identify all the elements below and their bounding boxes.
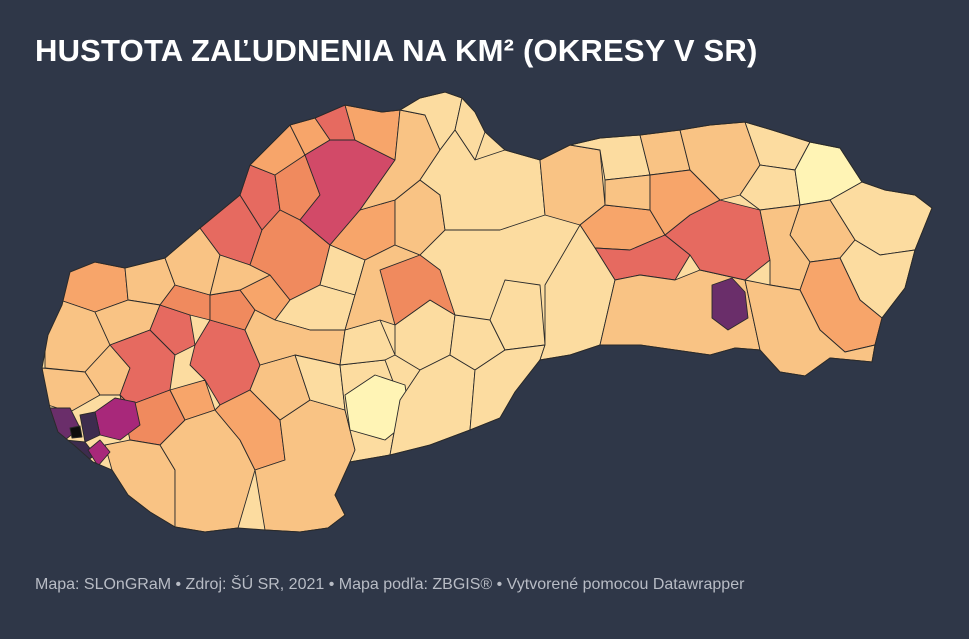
district-bratislava-i[interactable]: [69, 425, 83, 439]
district-komarno[interactable]: [159, 409, 256, 532]
district-banovce[interactable]: [209, 254, 271, 296]
source-footer: Mapa: SLOnGRaM • Zdroj: ŠÚ SR, 2021 • Ma…: [35, 576, 745, 593]
district-revuca[interactable]: [489, 279, 546, 351]
district-bratislava-ii[interactable]: [79, 411, 101, 443]
map-title: HUSTOTA ZAĽUDNENIA NA KM² (OKRESY V SR): [35, 33, 758, 68]
district-kosice-city[interactable]: [711, 277, 749, 331]
district-hlohovec[interactable]: [149, 304, 196, 356]
district-bratislava-v-east[interactable]: [87, 439, 111, 467]
country-outline: [41, 91, 933, 533]
district-levoca[interactable]: [604, 174, 651, 211]
